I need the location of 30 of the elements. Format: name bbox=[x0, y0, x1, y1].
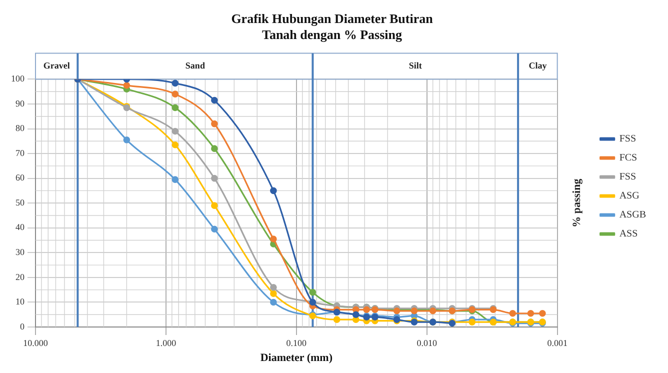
y-tick-label: 30 bbox=[16, 247, 25, 258]
legend-label: FSS bbox=[619, 172, 636, 183]
legend-label: FCS bbox=[619, 152, 638, 164]
y-tick-label: 60 bbox=[16, 172, 25, 183]
y-tick-label: 70 bbox=[16, 148, 25, 158]
y-tick-label: 20 bbox=[16, 272, 25, 282]
text: Sand bbox=[185, 60, 205, 71]
y-tick-label: 100 bbox=[11, 74, 25, 84]
x-tick-label: 0.001 bbox=[547, 338, 568, 348]
legend-label: ASGB bbox=[619, 210, 646, 221]
x-tick-label: 0.100 bbox=[286, 338, 308, 348]
text: Silt bbox=[408, 60, 422, 71]
y-tick-label: 90 bbox=[16, 98, 25, 108]
text: Gravel bbox=[43, 60, 70, 71]
x-axis-title: Diameter (mm) bbox=[260, 352, 333, 364]
y-tick-label: 10 bbox=[16, 296, 25, 307]
legend-label: ASS bbox=[619, 228, 638, 240]
legend-label: FSS bbox=[619, 134, 636, 145]
y-tick-label: 40 bbox=[16, 222, 25, 232]
y-axis-title: % passing bbox=[571, 178, 584, 228]
x-tick-label: 1.000 bbox=[156, 338, 177, 348]
y-tick-label: 50 bbox=[16, 197, 25, 208]
x-tick-label: 10.000 bbox=[23, 338, 48, 348]
x-tick-label: 0.010 bbox=[416, 338, 438, 348]
y-tick-label: 80 bbox=[16, 123, 25, 134]
text: Clay bbox=[528, 60, 548, 71]
text: Grafik Hubungan Diameter Butiran bbox=[231, 11, 433, 26]
text: Tanah dengan % Passing bbox=[262, 26, 402, 42]
legend-label: ASG bbox=[619, 190, 640, 202]
y-tick-label: 0 bbox=[20, 321, 25, 332]
